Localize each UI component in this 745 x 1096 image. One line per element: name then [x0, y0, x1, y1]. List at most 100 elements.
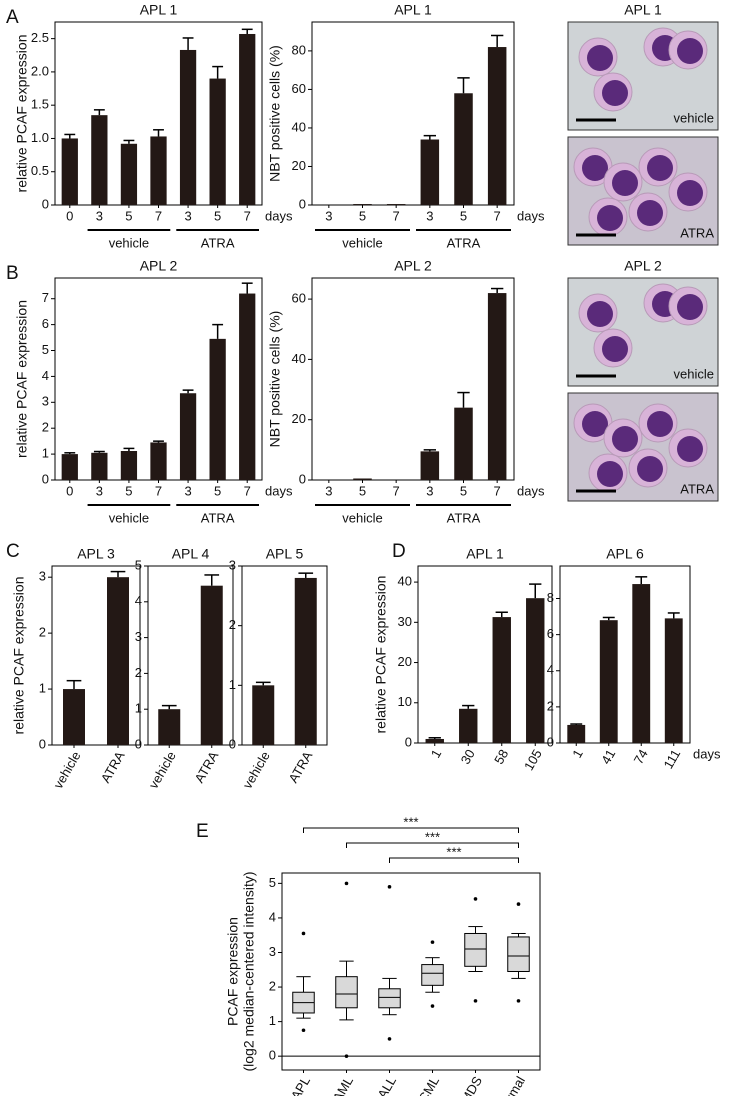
bar: [294, 577, 317, 745]
y-tick-label: 20: [292, 411, 306, 426]
bar: [492, 617, 511, 743]
significance-bracket: [303, 827, 519, 833]
panel-label: D: [392, 541, 406, 562]
y-tick-label: 0: [299, 471, 306, 486]
bar: [63, 689, 85, 745]
x-tick-label: 5: [359, 208, 366, 223]
x-tick-label: 5: [214, 483, 221, 498]
micrograph-label: ATRA: [680, 225, 714, 240]
y-tick-label: 80: [292, 42, 306, 57]
bar: [91, 115, 108, 205]
box: [421, 964, 444, 986]
outlier: [430, 1004, 435, 1008]
bar: [120, 450, 138, 480]
outlier: [516, 999, 521, 1003]
y-tick-label: 0: [42, 471, 49, 486]
x-tick-label: 5: [125, 208, 132, 223]
nucleus: [647, 155, 673, 181]
y-tick-label: 1: [42, 446, 49, 461]
bar: [209, 78, 226, 205]
y-tick-label: 0: [547, 734, 554, 749]
plot-frame: [311, 277, 515, 481]
group-label: ATRA: [447, 235, 481, 250]
nucleus: [582, 411, 608, 437]
y-tick-label: 2: [39, 625, 46, 640]
x-tick-label: 3: [325, 483, 332, 498]
y-tick-label: 1.5: [31, 97, 49, 112]
y-tick-label: 8: [547, 590, 554, 605]
bar: [252, 685, 275, 745]
y-tick-label: 4: [269, 909, 276, 924]
bar: [158, 709, 181, 745]
nucleus: [677, 294, 703, 320]
group-label: vehicle: [342, 235, 382, 250]
x-tick-label: APL: [288, 1074, 313, 1096]
nucleus: [602, 336, 628, 362]
micrograph-title: APL 2: [624, 258, 662, 274]
x-tick-label: 7: [244, 483, 251, 498]
x-tick-label: 105: [521, 747, 545, 773]
y-tick-label: 1: [229, 677, 236, 692]
micrograph-title: APL 1: [624, 2, 662, 18]
y-axis-label: relative PCAF expression: [14, 35, 30, 193]
plot-frame: [241, 565, 328, 746]
chart-title: APL 1: [394, 2, 432, 18]
y-tick-label: 2: [229, 617, 236, 632]
y-tick-label: 0: [405, 734, 412, 749]
plot-frame: [559, 565, 691, 744]
x-tick-label: 7: [393, 208, 400, 223]
x-tick-label: ATRA: [191, 748, 221, 785]
y-tick-label: 20: [398, 654, 412, 669]
x-tick-label: AML: [330, 1074, 356, 1096]
outlier: [473, 999, 478, 1003]
micrograph-label: vehicle: [674, 366, 714, 381]
x-tick-label: 3: [325, 208, 332, 223]
plot-frame: [51, 565, 141, 746]
y-tick-label: 2.5: [31, 30, 49, 45]
bar: [150, 442, 167, 480]
nucleus: [602, 80, 628, 106]
plot-frame: [311, 21, 515, 206]
bar: [420, 139, 440, 205]
x-tick-label: 3: [426, 208, 433, 223]
box: [507, 936, 530, 973]
y-tick-label: 4: [42, 368, 49, 383]
nucleus: [587, 45, 613, 71]
x-unit-label: days: [265, 208, 293, 223]
y-tick-label: 1: [39, 681, 46, 696]
x-unit-label: days: [517, 208, 545, 223]
x-tick-label: ATRA: [98, 748, 128, 785]
bar: [454, 93, 473, 205]
bar: [179, 393, 197, 480]
x-tick-label: 5: [460, 483, 467, 498]
bar: [459, 708, 478, 743]
y-tick-label: 40: [398, 574, 412, 589]
y-tick-label: 1: [135, 701, 142, 716]
y-tick-label: 2.0: [31, 63, 49, 78]
y-axis-label: relative PCAF expression: [11, 577, 27, 735]
x-tick-label: 3: [184, 483, 191, 498]
x-tick-label: 7: [244, 208, 251, 223]
bar: [526, 598, 545, 743]
x-tick-label: 5: [359, 483, 366, 498]
bar: [150, 136, 167, 205]
box: [335, 976, 358, 1009]
bar: [454, 407, 473, 480]
x-tick-label: 3: [426, 483, 433, 498]
outlier: [430, 940, 435, 944]
y-tick-label: 3: [39, 569, 46, 584]
bar: [664, 618, 683, 743]
x-tick-label: Normal: [494, 1074, 528, 1096]
nucleus: [612, 426, 638, 452]
y-axis-label: NBT positive cells (%): [267, 45, 283, 182]
y-tick-label: 0: [229, 736, 236, 751]
significance-label: ***: [446, 844, 461, 859]
x-tick-label: vehicle: [50, 749, 83, 792]
nucleus: [677, 180, 703, 206]
x-tick-label: 7: [494, 208, 501, 223]
y-tick-label: 4: [547, 662, 554, 677]
y-axis-label: relative PCAF expression: [373, 576, 389, 734]
significance-bracket: [389, 857, 519, 863]
nucleus: [647, 411, 673, 437]
